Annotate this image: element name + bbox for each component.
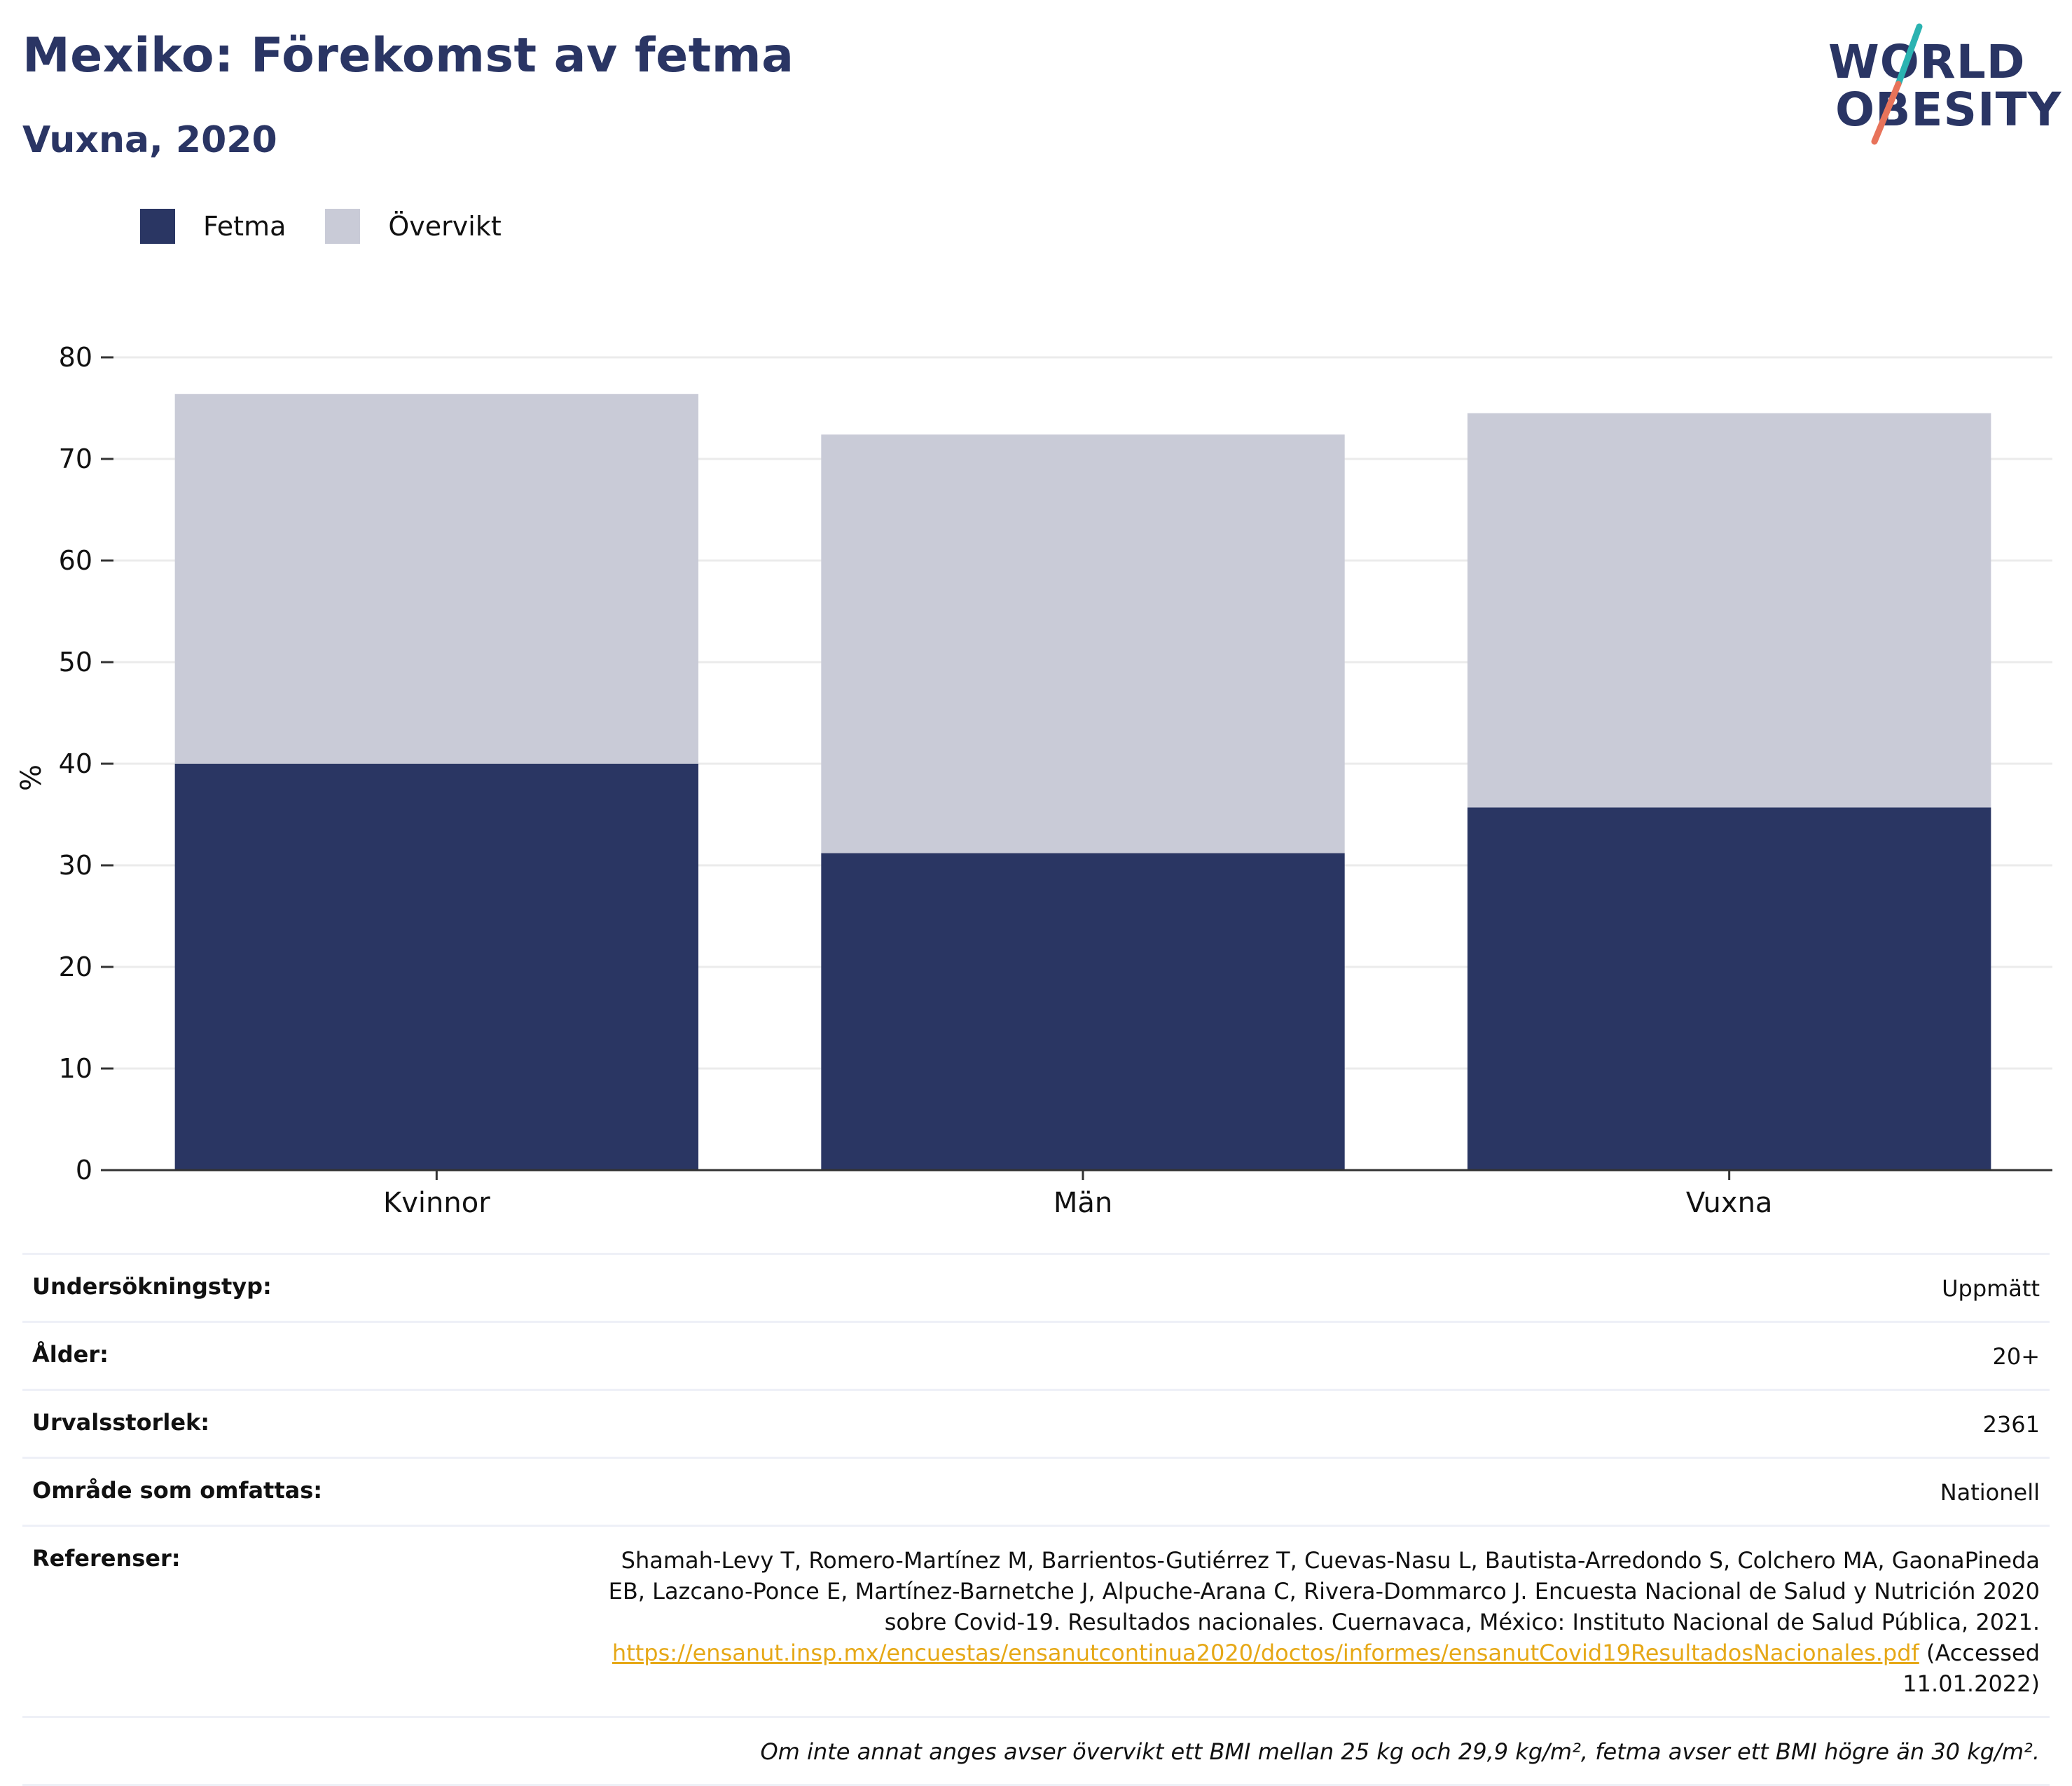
info-row-area: Område som omfattas: Nationell [22, 1457, 2050, 1525]
y-axis-label: % [15, 764, 48, 791]
bar-overvikt-män [821, 434, 1345, 853]
legend-swatch-fetma [140, 209, 175, 244]
references-text: Shamah-Levy T, Romero-Martínez M, Barrie… [608, 1547, 2040, 1635]
legend-item-overvikt[interactable]: Övervikt [325, 209, 502, 244]
info-value: 20+ [1992, 1343, 2040, 1370]
info-value: Nationell [1940, 1479, 2040, 1506]
y-tick-label: 40 [59, 748, 92, 779]
y-tick-label: 20 [59, 952, 92, 982]
bar-fetma-män [821, 853, 1345, 1170]
bar-overvikt-kvinnor [174, 394, 699, 764]
info-row-note: Om inte annat anges avser övervikt ett B… [22, 1716, 2050, 1784]
info-row-references: Referenser: Shamah-Levy T, Romero-Martín… [22, 1525, 2050, 1716]
references-accessed: (Accessed 11.01.2022) [1902, 1640, 2040, 1697]
chart-title: Mexiko: Förekomst av fetma [22, 28, 794, 83]
info-table: Undersökningstyp: Uppmätt Ålder: 20+ Urv… [22, 1253, 2050, 1786]
info-key: Område som omfattas: [32, 1477, 323, 1504]
world-obesity-logo: WORLD OBESITY [1828, 21, 2062, 147]
bar-chart: 0 10 20 30 40 50 60 70 80 Kvinnor Män Vuxna% [15, 342, 2052, 1219]
y-tick-label: 30 [59, 850, 92, 881]
logo-slash-icon [1871, 23, 1923, 145]
legend-item-fetma[interactable]: Fetma [140, 209, 286, 244]
y-tick-label: 0 [76, 1155, 92, 1186]
info-row-survey-type: Undersökningstyp: Uppmätt [22, 1253, 2050, 1321]
x-tick-label: Män [1054, 1187, 1112, 1219]
bar-overvikt-vuxna [1467, 413, 1991, 808]
y-tick-label: 80 [59, 342, 92, 373]
bar-fetma-vuxna [1467, 807, 1991, 1170]
info-key: Urvalsstorlek: [32, 1409, 210, 1436]
references-link[interactable]: https://ensanut.insp.mx/encuestas/ensanu… [612, 1640, 1919, 1666]
x-tick-label: Vuxna [1686, 1187, 1773, 1219]
chart-legend: Fetma Övervikt [140, 209, 502, 244]
legend-label-overvikt: Övervikt [388, 211, 502, 242]
logo-line-2: OBESITY [1835, 83, 2062, 137]
bmi-note: Om inte annat anges avser övervikt ett B… [760, 1738, 2040, 1765]
chart-subtitle: Vuxna, 2020 [22, 119, 277, 161]
info-value: Uppmätt [1942, 1275, 2040, 1302]
references-value: Shamah-Levy T, Romero-Martínez M, Barrie… [590, 1545, 2040, 1699]
info-key: Undersökningstyp: [32, 1273, 272, 1300]
y-tick-label: 50 [59, 647, 92, 678]
legend-swatch-overvikt [325, 209, 361, 244]
x-tick-label: Kvinnor [383, 1187, 490, 1219]
y-tick-label: 60 [59, 545, 92, 576]
info-row-age: Ålder: 20+ [22, 1321, 2050, 1389]
y-tick-label: 70 [59, 444, 92, 474]
info-key: Referenser: [32, 1545, 181, 1572]
info-value: 2361 [1982, 1411, 2040, 1438]
y-tick-label: 10 [59, 1053, 92, 1084]
legend-label-fetma: Fetma [203, 211, 286, 242]
logo-line-1: WORLD [1828, 35, 2026, 89]
info-key: Ålder: [32, 1341, 109, 1368]
info-row-sample-size: Urvalsstorlek: 2361 [22, 1389, 2050, 1457]
bar-fetma-kvinnor [174, 764, 699, 1170]
